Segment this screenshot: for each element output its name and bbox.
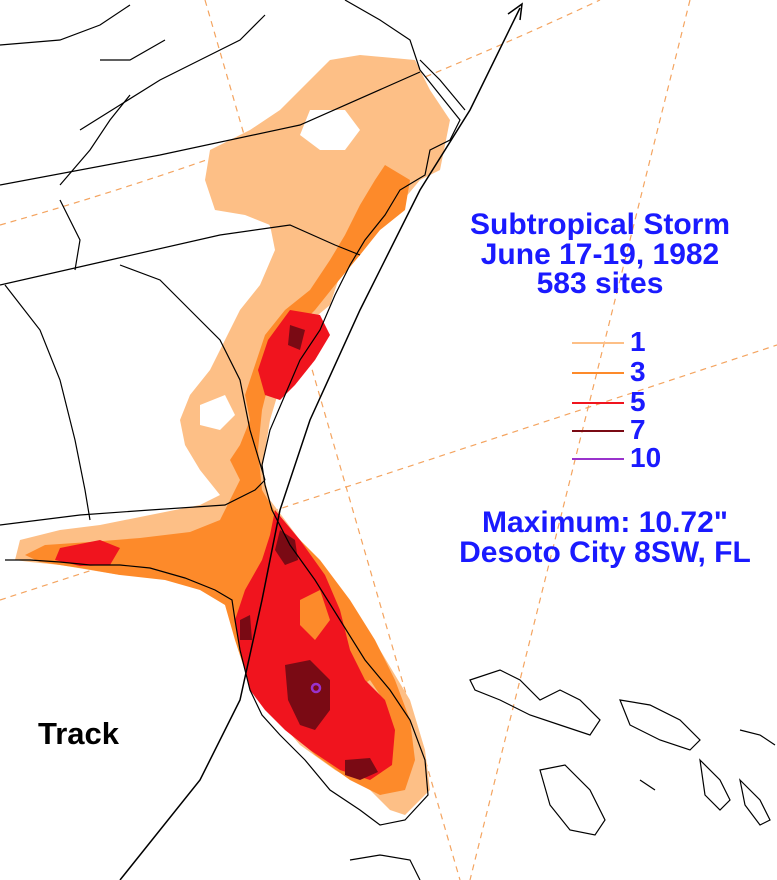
maximum-location: Desoto City 8SW, FL bbox=[459, 536, 751, 569]
title-line-2: June 17-19, 1982 bbox=[480, 238, 720, 271]
legend-swatch-7 bbox=[572, 430, 624, 432]
legend-label-1: 1 bbox=[630, 326, 646, 357]
legend-swatch-1 bbox=[572, 342, 624, 344]
title-line-3: 583 sites bbox=[536, 267, 664, 300]
maximum-value: Maximum: 10.72" bbox=[482, 506, 728, 539]
storm-track bbox=[119, 2, 523, 880]
legend-label-10: 10 bbox=[630, 442, 662, 473]
rainfall-7-inch-area bbox=[240, 325, 378, 780]
legend-label-7: 7 bbox=[630, 414, 646, 445]
rainfall-5-inch-area bbox=[55, 310, 395, 780]
track-label: Track bbox=[38, 716, 120, 751]
rainfall-10-inch-contour bbox=[310, 682, 322, 694]
legend-label-5: 5 bbox=[630, 386, 646, 417]
legend-swatch-3 bbox=[572, 372, 624, 374]
legend-label-3: 3 bbox=[630, 356, 646, 387]
legend-swatch-10 bbox=[572, 458, 624, 460]
legend-swatch-5 bbox=[572, 402, 624, 404]
title-line-1: Subtropical Storm bbox=[469, 208, 731, 241]
state-boundaries bbox=[0, 0, 421, 526]
coastline bbox=[5, 59, 466, 826]
bahamas-islands bbox=[349, 669, 776, 880]
